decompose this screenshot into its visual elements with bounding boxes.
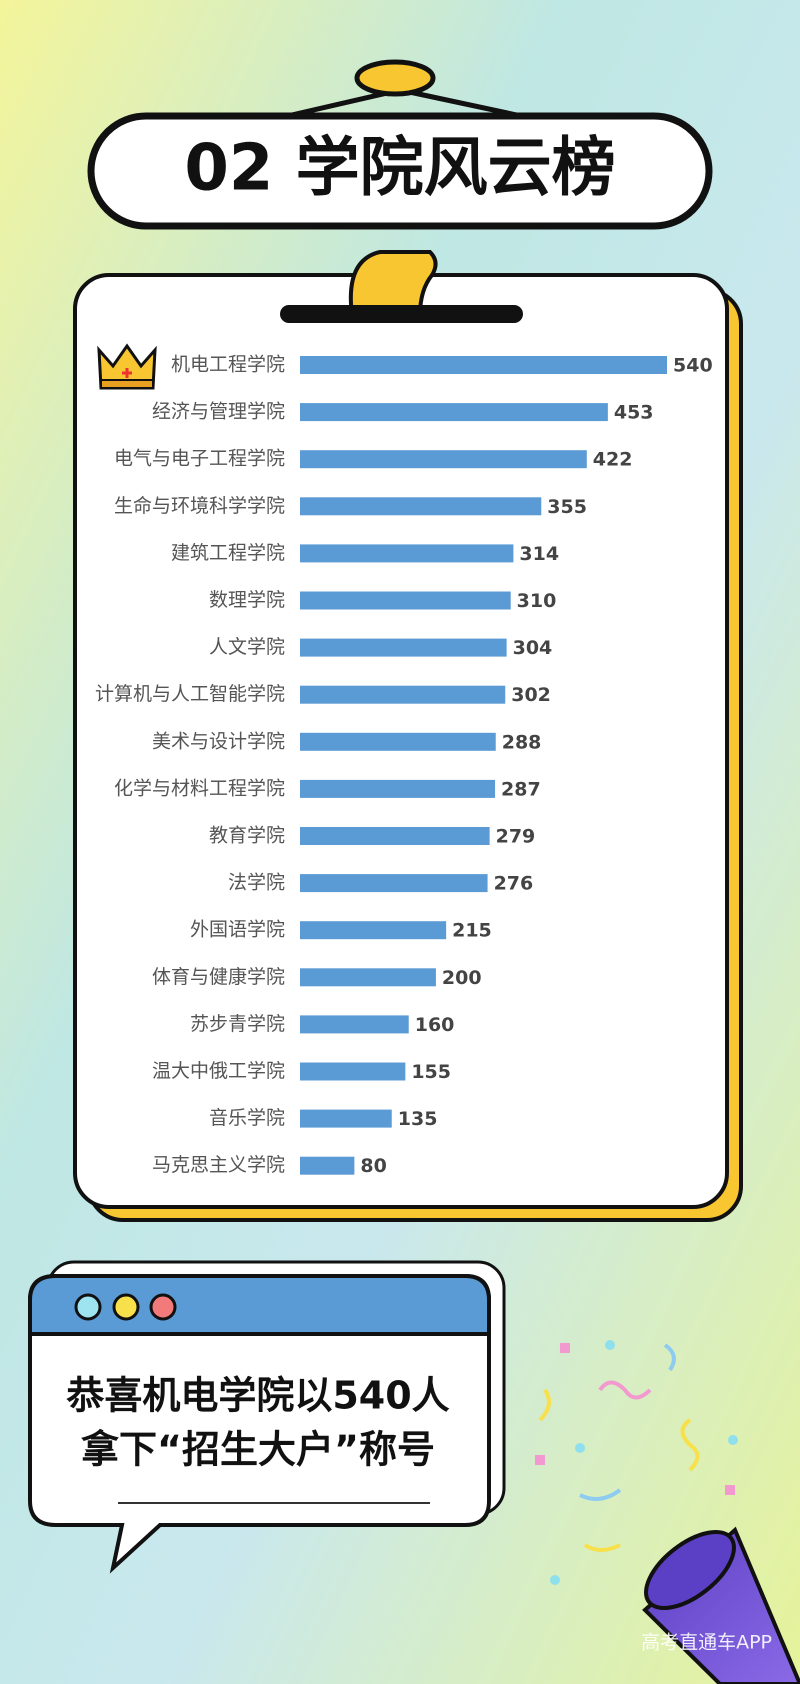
bar — [300, 779, 496, 798]
value-label: 287 — [501, 778, 541, 800]
value-label: 540 — [673, 355, 713, 377]
category-label: 法学院 — [228, 872, 285, 894]
clip — [348, 250, 438, 317]
value-label: 135 — [398, 1108, 438, 1130]
category-label: 外国语学院 — [190, 919, 285, 941]
bar — [300, 497, 542, 516]
callout-line: 拿下“招生大户”称号 — [81, 1428, 435, 1472]
bar — [300, 403, 608, 422]
value-label: 304 — [513, 637, 553, 659]
bar — [300, 450, 587, 469]
value-label: 200 — [442, 967, 482, 989]
bar — [300, 1109, 392, 1128]
bar — [300, 544, 514, 563]
watermark: 高考直通车APP — [641, 1632, 772, 1654]
value-label: 314 — [519, 543, 559, 565]
window-dot — [112, 1293, 140, 1321]
hanger-knob — [354, 59, 436, 97]
category-label: 机电工程学院 — [171, 354, 285, 376]
category-label: 温大中俄工学院 — [152, 1060, 285, 1082]
category-label: 计算机与人工智能学院 — [95, 683, 285, 705]
title: 02 学院风云榜 — [184, 132, 615, 206]
crown — [97, 343, 157, 390]
clip-bar — [280, 305, 523, 323]
value-label: 160 — [415, 1014, 455, 1036]
value-label: 276 — [494, 873, 534, 895]
callout-line: 恭喜机电学院以540人 — [65, 1374, 449, 1418]
category-label: 电气与电子工程学院 — [114, 448, 285, 470]
value-label: 453 — [614, 402, 654, 424]
value-label: 215 — [452, 920, 492, 942]
bar — [300, 921, 447, 940]
value-label: 422 — [593, 449, 633, 471]
bar — [300, 591, 511, 610]
category-label: 生命与环境科学学院 — [114, 495, 285, 517]
value-label: 288 — [502, 731, 542, 753]
category-label: 数理学院 — [209, 589, 285, 611]
window-header — [28, 1274, 491, 1336]
category-label: 教育学院 — [209, 825, 285, 847]
value-label: 155 — [411, 1061, 451, 1083]
bar — [300, 1062, 406, 1081]
value-label: 302 — [511, 684, 551, 706]
category-label: 人文学院 — [209, 636, 285, 658]
bar — [300, 1156, 355, 1175]
bar — [300, 732, 496, 751]
bar — [300, 638, 507, 657]
bar — [300, 968, 436, 987]
category-label: 苏步青学院 — [190, 1013, 285, 1035]
value-label: 80 — [360, 1155, 386, 1177]
category-label: 化学与材料工程学院 — [114, 777, 285, 799]
bar — [300, 827, 490, 845]
bar — [300, 356, 667, 374]
horn-mouth — [644, 1529, 736, 1611]
category-label: 音乐学院 — [209, 1107, 285, 1129]
value-label: 355 — [547, 496, 587, 518]
category-label: 马克思主义学院 — [152, 1154, 285, 1176]
bar — [300, 874, 488, 893]
confetti — [535, 1340, 738, 1585]
category-label: 建筑工程学院 — [171, 542, 285, 564]
category-label: 美术与设计学院 — [152, 730, 285, 752]
category-label: 体育与健康学院 — [152, 966, 285, 988]
value-label: 279 — [496, 826, 536, 848]
bar-chart: 机电工程学院 540 经济与管理学院 453 电气与电子工程学院 422 生命与环境科学学院… — [95, 354, 713, 1178]
value-label: 310 — [517, 590, 557, 612]
bar — [300, 685, 506, 704]
window-dot — [149, 1293, 177, 1321]
title-banner — [87, 112, 713, 230]
window-dot — [74, 1293, 102, 1321]
category-label: 经济与管理学院 — [152, 401, 285, 423]
bar — [300, 1015, 409, 1034]
